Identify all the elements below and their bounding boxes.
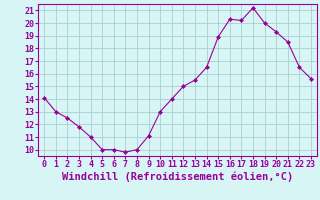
X-axis label: Windchill (Refroidissement éolien,°C): Windchill (Refroidissement éolien,°C) xyxy=(62,172,293,182)
